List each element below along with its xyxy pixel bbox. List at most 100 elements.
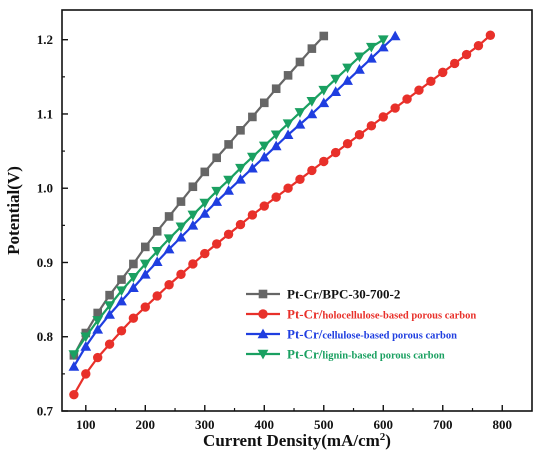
legend-0-marker [258, 289, 268, 299]
series-0-point-21 [319, 31, 329, 41]
series-1-point-25 [366, 121, 377, 131]
series-1-point-15 [247, 210, 258, 220]
series-2-line [72, 35, 396, 368]
series-0-point-7 [152, 226, 162, 236]
series-2-point-5 [128, 282, 139, 293]
x-axis-title-main: Current Density(mA/cm [203, 431, 380, 450]
x-axis-title: Current Density(mA/cm2) [203, 431, 391, 450]
series-3-point-10 [187, 210, 199, 221]
series-3-point-9 [175, 222, 187, 233]
x-axis-title-close: ) [385, 431, 391, 450]
series-0-point-17 [271, 84, 281, 94]
legend-3-marker [257, 349, 269, 360]
series-3 [68, 35, 389, 360]
x-tick-label-3: 400 [255, 417, 275, 432]
series-1-point-23 [342, 138, 353, 149]
series-1-point-11 [200, 248, 210, 259]
series-3-point-20 [306, 97, 318, 107]
series-3-point-26 [377, 35, 389, 46]
series-2-point-13 [223, 185, 234, 195]
series-0-point-16 [259, 98, 269, 108]
legend-0-label-main: Pt-Cr/BPC-30-700-2 [287, 287, 400, 302]
y-tick-label-2: 0.9 [37, 255, 54, 270]
series-1-point-18 [283, 183, 293, 193]
series-1-point-14 [235, 219, 246, 230]
legend-1-marker [258, 309, 268, 319]
series-0-point-8 [164, 212, 174, 221]
series-0-point-6 [140, 242, 150, 252]
series-2-point-22 [330, 86, 342, 96]
series-1-point-30 [426, 76, 436, 86]
series-2-point-3 [104, 309, 115, 319]
series-0-point-9 [176, 197, 186, 206]
series-3-point-6 [139, 259, 151, 270]
series-0-point-4 [117, 275, 126, 284]
series-2-point-1 [80, 341, 92, 351]
series-1-point-33 [461, 49, 472, 60]
legend-3-label-main: Pt-Cr/ [287, 347, 323, 362]
series-3-point-0 [68, 350, 80, 360]
series-2-point-10 [187, 219, 199, 230]
series-2-point-11 [199, 208, 211, 218]
series-2-point-14 [235, 173, 246, 184]
legend-1-label-main: Pt-Cr/ [287, 307, 323, 322]
legend-3-label: Pt-Cr/lignin-based porous carbon [287, 347, 445, 362]
series-2-point-0 [68, 361, 80, 371]
y-tick-label-4: 1.1 [37, 106, 53, 121]
legend-2-label-main: Pt-Cr/ [287, 327, 323, 342]
legend-3-label-sub: lignin-based porous carbon [322, 351, 444, 362]
series-2-point-18 [282, 129, 294, 140]
series-0-point-3 [105, 290, 114, 300]
series-3-point-7 [151, 247, 163, 257]
series-3-point-4 [116, 286, 127, 297]
series-3-point-3 [104, 301, 115, 311]
series-0-line [72, 35, 325, 356]
series-0-point-5 [129, 259, 138, 269]
series-1-point-12 [211, 239, 222, 249]
x-tick-label-1: 200 [136, 417, 156, 432]
series-0-point-11 [200, 167, 210, 177]
series-3-point-8 [163, 234, 175, 245]
series-1-point-35 [485, 30, 496, 40]
series-1-point-1 [81, 369, 91, 379]
legend-1-label-sub: holocellulose-based porous carbon [322, 311, 476, 322]
series-2-point-23 [342, 75, 353, 85]
series-1-point-17 [271, 192, 281, 202]
series-2-point-25 [365, 52, 377, 63]
series-3-point-22 [330, 74, 342, 85]
series-2 [68, 30, 401, 371]
series-2-point-24 [354, 64, 365, 74]
series-3-point-14 [235, 163, 246, 174]
series-1-point-22 [330, 147, 341, 158]
series-3-point-15 [247, 152, 258, 163]
y-tick-label-5: 1.2 [37, 32, 53, 47]
series-3-point-1 [80, 332, 92, 343]
series-2-point-7 [151, 256, 163, 267]
series-layer [68, 30, 496, 400]
series-1-point-27 [390, 103, 400, 113]
series-3-point-21 [318, 85, 330, 96]
series-1-point-7 [152, 291, 162, 301]
x-tick-label-4: 500 [314, 417, 334, 432]
x-tick-label-6: 700 [433, 417, 453, 432]
series-1-point-5 [128, 313, 139, 323]
series-0-point-14 [236, 126, 245, 135]
x-axis-title-sup: 2 [380, 431, 386, 443]
legend-0-label: Pt-Cr/BPC-30-700-2 [287, 287, 400, 302]
series-1-point-9 [176, 269, 186, 280]
series-3-point-13 [223, 175, 234, 186]
series-0-point-10 [188, 182, 198, 192]
series-2-point-27 [389, 30, 401, 41]
series-1 [69, 30, 496, 400]
series-0-point-18 [283, 71, 293, 80]
series-1-point-0 [69, 389, 79, 400]
series-3-point-11 [199, 198, 211, 209]
x-tick-label-0: 100 [76, 417, 96, 432]
series-3-point-17 [270, 130, 282, 141]
axes-layer: 100 200 300 400 500 600 700 800 0.7 0.8 0.9 1.0 1.1 1… [37, 32, 512, 432]
series-1-point-10 [188, 259, 198, 269]
y-tick-label-1: 0.8 [37, 329, 54, 344]
series-2-point-2 [92, 323, 104, 334]
series-2-point-8 [163, 243, 175, 254]
